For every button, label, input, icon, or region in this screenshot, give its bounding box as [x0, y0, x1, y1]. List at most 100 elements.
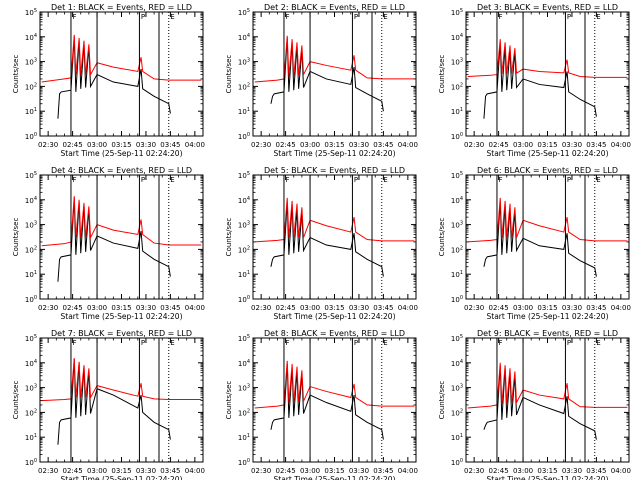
- x-tick-label: 03:15: [324, 467, 344, 475]
- marker-label: F: [498, 176, 502, 184]
- y-tick-label: 101: [238, 433, 250, 442]
- events-series-line: [270, 202, 384, 277]
- marker-label: P: [354, 176, 358, 184]
- y-tick-label: 101: [451, 433, 463, 442]
- plot-panel-5: F P E 100 101 102 103 104 105 02:30 02:45 03:00 03:1…: [225, 166, 418, 321]
- x-tick-label: 03:00: [300, 304, 320, 312]
- y-tick-label: 104: [451, 359, 463, 368]
- x-tick-label: 03:30: [349, 467, 369, 475]
- x-axis-label: Start Time (25-Sep-11 02:24:20): [61, 312, 183, 321]
- y-tick-label: 105: [25, 171, 37, 180]
- y-axis-label: Counts/sec: [12, 218, 20, 257]
- y-tick-label: 102: [238, 408, 250, 417]
- x-tick-label: 04:00: [611, 467, 631, 475]
- marker-label: F: [285, 176, 289, 184]
- lld-series-line: [254, 197, 415, 243]
- marker-label: F: [285, 339, 289, 347]
- plot-frame: [252, 11, 417, 137]
- y-tick-label: 105: [451, 8, 463, 17]
- y-tick-label: 101: [25, 433, 37, 442]
- marker-label: F: [285, 13, 289, 21]
- y-axis-label: Counts/sec: [225, 218, 233, 257]
- marker-label: E: [170, 176, 174, 184]
- x-tick-label: 03:15: [324, 141, 344, 149]
- x-tick-label: 02:30: [38, 467, 58, 475]
- y-axis-label: Counts/sec: [438, 218, 446, 257]
- plot-panel-1: F P E 100 101 102 103 104 105 02:30 02:45 03:00 03:1…: [12, 3, 205, 158]
- lld-series-line: [254, 35, 415, 83]
- marker-label: P: [567, 176, 571, 184]
- x-tick-label: 02:45: [63, 141, 83, 149]
- x-tick-label: 03:00: [87, 467, 107, 475]
- marker-label: P: [354, 339, 358, 347]
- x-tick-label: 02:30: [38, 304, 58, 312]
- y-tick-label: 101: [451, 270, 463, 279]
- y-tick-label: 100: [25, 295, 37, 304]
- marker-label: P: [567, 339, 571, 347]
- x-tick-label: 03:30: [136, 304, 156, 312]
- y-tick-label: 100: [238, 132, 250, 141]
- y-tick-label: 102: [238, 82, 250, 91]
- lld-series-line: [254, 360, 415, 409]
- x-tick-label: 03:15: [324, 304, 344, 312]
- x-tick-label: 03:45: [373, 304, 393, 312]
- y-tick-label: 105: [238, 8, 250, 17]
- x-tick-label: 03:45: [373, 141, 393, 149]
- marker-label: E: [383, 339, 387, 347]
- y-axis-label: Counts/sec: [438, 381, 446, 420]
- events-series-line: [483, 200, 597, 277]
- x-tick-label: 03:00: [513, 467, 533, 475]
- x-tick-label: 02:45: [489, 467, 509, 475]
- y-tick-label: 103: [451, 384, 463, 393]
- marker-label: P: [141, 339, 145, 347]
- x-tick-label: 02:45: [276, 467, 296, 475]
- lld-series-line: [41, 34, 202, 83]
- y-tick-label: 103: [451, 221, 463, 230]
- marker-label: E: [596, 13, 600, 21]
- events-series-line: [270, 363, 384, 440]
- y-tick-label: 102: [451, 82, 463, 91]
- y-tick-label: 102: [451, 408, 463, 417]
- x-tick-label: 02:30: [464, 141, 484, 149]
- y-tick-label: 104: [451, 33, 463, 42]
- y-tick-label: 104: [25, 196, 37, 205]
- plot-title: Det 7: BLACK = Events, RED = LLD: [51, 329, 192, 338]
- x-tick-label: 02:45: [63, 304, 83, 312]
- x-tick-label: 03:00: [300, 467, 320, 475]
- marker-label: P: [141, 13, 145, 21]
- y-tick-label: 105: [238, 334, 250, 343]
- x-tick-label: 03:45: [586, 467, 606, 475]
- marker-label: F: [498, 13, 502, 21]
- marker-label: P: [354, 13, 358, 21]
- y-tick-label: 105: [238, 171, 250, 180]
- x-tick-label: 03:15: [537, 467, 557, 475]
- x-tick-label: 03:00: [300, 141, 320, 149]
- x-tick-label: 03:45: [373, 467, 393, 475]
- y-tick-label: 103: [451, 58, 463, 67]
- plot-frame: [465, 11, 630, 137]
- events-series-line: [57, 36, 171, 119]
- y-tick-label: 100: [451, 295, 463, 304]
- plot-panel-9: F P E 100 101 102 103 104 105 02:30 02:45 03:00 03:1…: [438, 329, 631, 480]
- x-tick-label: 03:00: [513, 304, 533, 312]
- plot-panel-7: F P E 100 101 102 103 104 105 02:30 02:45 03:00 03:1…: [12, 329, 205, 480]
- y-tick-label: 101: [25, 107, 37, 116]
- x-tick-label: 04:00: [185, 304, 205, 312]
- marker-label: E: [596, 339, 600, 347]
- events-series-line: [483, 365, 597, 440]
- events-series-line: [57, 197, 171, 282]
- y-tick-label: 105: [25, 334, 37, 343]
- x-tick-label: 03:30: [562, 467, 582, 475]
- y-tick-label: 102: [25, 245, 37, 254]
- y-tick-label: 100: [25, 132, 37, 141]
- lld-series-line: [467, 362, 628, 409]
- plot-title: Det 5: BLACK = Events, RED = LLD: [264, 166, 405, 175]
- plot-frame: [465, 174, 630, 300]
- x-tick-label: 04:00: [185, 467, 205, 475]
- plot-frame: [252, 174, 417, 300]
- y-tick-label: 104: [25, 359, 37, 368]
- plot-frame: [39, 11, 204, 137]
- plot-frame: [39, 174, 204, 300]
- y-tick-label: 100: [451, 458, 463, 467]
- x-tick-label: 02:45: [63, 467, 83, 475]
